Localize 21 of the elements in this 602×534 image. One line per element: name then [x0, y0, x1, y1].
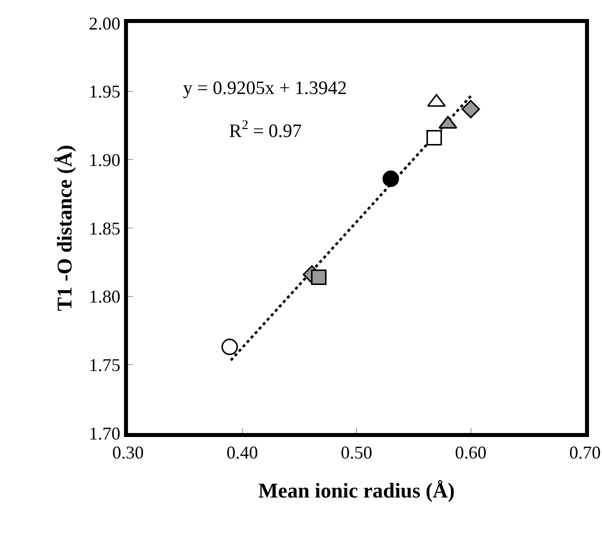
point: [311, 269, 327, 285]
x-tick-label: 0.60: [455, 442, 486, 463]
y-tick-label: 2.00: [88, 13, 120, 34]
point: [426, 130, 442, 146]
y-tick-label: 1.80: [88, 286, 120, 307]
x-tick-label: 0.70: [569, 442, 601, 463]
x-tick-label: 0.30: [112, 442, 144, 463]
point: [221, 338, 238, 356]
y-tick-label: 1.95: [88, 82, 120, 102]
y-tick-label: 1.85: [88, 218, 120, 238]
x-axis-title: Mean ionic radius (Å): [258, 478, 455, 502]
x-tick-label: 0.50: [340, 442, 372, 463]
point: [462, 100, 480, 118]
point: [382, 170, 400, 188]
y-tick-label: 1.90: [88, 150, 120, 170]
x-tick-label: 0.40: [226, 442, 258, 463]
annotation: y = 0.9205x + 1.3942: [183, 78, 347, 99]
y-axis-title: T1 -O distance (Å): [52, 144, 77, 312]
y-tick-label: 1.70: [88, 423, 120, 444]
annotation: R$^{2}$ = 0.97: [229, 117, 302, 142]
y-tick-label: 1.75: [88, 354, 120, 375]
